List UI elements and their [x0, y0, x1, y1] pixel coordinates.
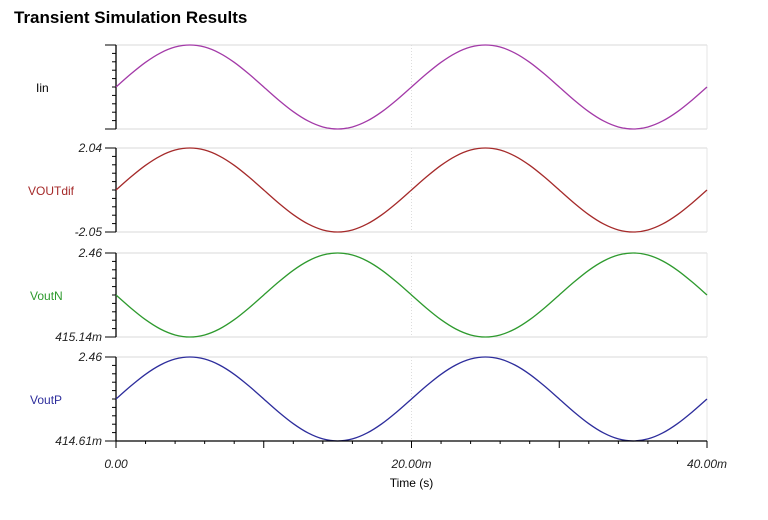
- series-line-iin: [115, 44, 708, 130]
- y-tick-label-min: 415.14m: [55, 330, 102, 344]
- x-tick-label: 40.00m: [687, 457, 727, 471]
- x-tick-label: 0.00: [104, 457, 128, 471]
- series-label: VoutP: [30, 393, 62, 407]
- y-tick-label-min: -2.05: [75, 225, 103, 239]
- x-tick-label: 20.00m: [390, 457, 431, 471]
- series-label: VoutN: [30, 289, 63, 303]
- series-line-voutn: [115, 252, 708, 338]
- panel-voutp: 2.46 414.61m VoutP: [30, 350, 708, 448]
- x-axis: 0.00 20.00m 40.00m Time (s): [104, 440, 727, 490]
- chart-title: Transient Simulation Results: [14, 8, 248, 27]
- y-tick-label-max: 2.04: [78, 141, 103, 155]
- panel-voutdif: 2.04 -2.05 VOUTdif: [28, 141, 708, 239]
- series-label: Iin: [36, 81, 49, 95]
- x-axis-label: Time (s): [390, 476, 434, 490]
- series-line-voutdif: [115, 147, 708, 233]
- y-tick-label-max: 2.46: [78, 350, 103, 364]
- series-line-voutp: [115, 356, 708, 442]
- series-label: VOUTdif: [28, 184, 75, 198]
- panel-iin: Iin: [36, 44, 708, 130]
- panel-voutn: 2.46 415.14m VoutN: [30, 246, 708, 344]
- y-tick-label-max: 2.46: [78, 246, 103, 260]
- y-tick-label-min: 414.61m: [55, 434, 102, 448]
